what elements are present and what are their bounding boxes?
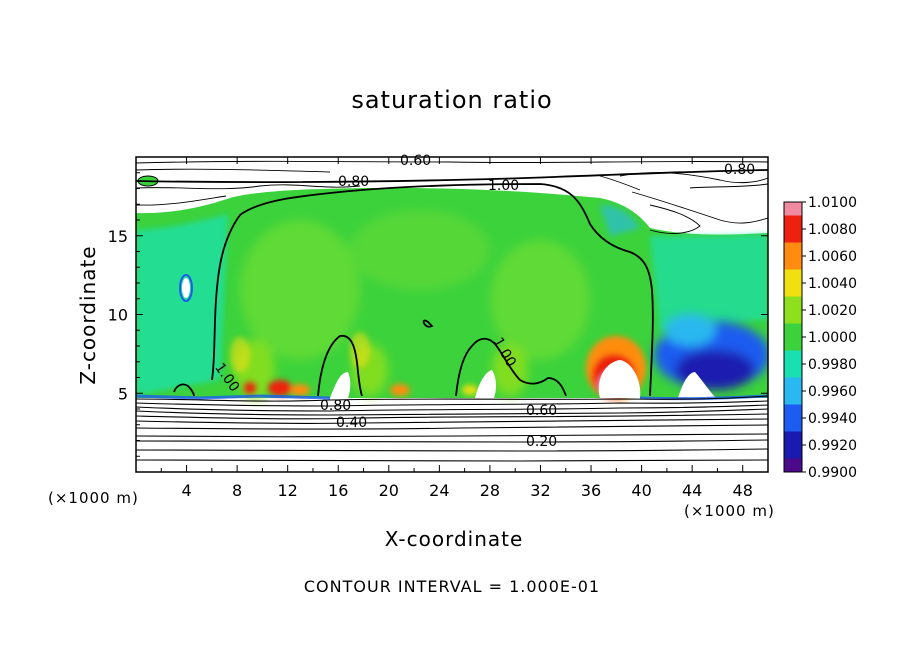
- contour-label: 0.80: [338, 174, 369, 190]
- colorbar-label: 1.0020: [808, 303, 857, 319]
- x-axis-label: X-coordinate: [384, 527, 524, 551]
- x-tick-label: 36: [581, 481, 601, 500]
- x-tick-label: 40: [631, 481, 651, 500]
- y-unit-label: (×1000 m): [48, 489, 139, 507]
- colorbar-label: 0.9920: [808, 438, 857, 454]
- colorbar-band: [784, 458, 802, 472]
- contour-label: 0.60: [526, 403, 557, 419]
- contour-label: 0.80: [724, 162, 755, 178]
- colorbar-band: [784, 215, 802, 229]
- colorbar-label: 1.0080: [808, 222, 857, 238]
- colorbar-band: [784, 364, 802, 378]
- contour-label: 0.40: [336, 415, 367, 431]
- colorbar-band: [784, 269, 802, 283]
- colorbar-label: 0.9940: [808, 411, 857, 427]
- colorbar-label: 1.0040: [808, 276, 857, 292]
- x-tick-label: 24: [429, 481, 449, 500]
- y-tick-label: 15: [108, 227, 128, 246]
- x-tick-label: 44: [682, 481, 702, 500]
- colorbar-band: [784, 202, 802, 216]
- contour-label: 0.20: [526, 434, 557, 450]
- colorbar-band: [784, 256, 802, 270]
- y-axis-label: Z-coordinate: [76, 245, 100, 385]
- x-tick-label: 32: [530, 481, 550, 500]
- colorbar-band: [784, 391, 802, 405]
- colorbar-label: 0.9980: [808, 357, 857, 373]
- colorbar-band: [784, 350, 802, 364]
- x-tick-label: 12: [278, 481, 298, 500]
- colorbar-band: [784, 445, 802, 459]
- colorbar-label: 1.0060: [808, 249, 857, 265]
- contour-label: 0.60: [400, 153, 431, 169]
- x-tick-label: 16: [328, 481, 348, 500]
- colorbar-band: [784, 229, 802, 243]
- contour-label: 1.00: [488, 178, 519, 194]
- colorbar-band: [784, 310, 802, 324]
- contour-labels: 0.60 0.80 1.00 0.80 1.00 1.00 0.80 0.40 …: [211, 153, 755, 450]
- x-unit-label: (×1000 m): [684, 502, 775, 520]
- contour-interval: CONTOUR INTERVAL = 1.000E-01: [303, 577, 601, 596]
- colorbar-band: [784, 418, 802, 432]
- saturation-field: [136, 157, 768, 472]
- colorbar-band: [784, 377, 802, 391]
- contour-label: 0.80: [320, 398, 351, 414]
- x-tick-label: 48: [733, 481, 753, 500]
- x-tick-label: 28: [480, 481, 500, 500]
- x-tick-label: 20: [379, 481, 399, 500]
- colorbar-label: 0.9900: [808, 465, 857, 481]
- x-tick-label: 4: [181, 481, 191, 500]
- chart-title: saturation ratio: [351, 86, 553, 114]
- colorbar-band: [784, 323, 802, 337]
- y-tick-label: 10: [108, 306, 128, 325]
- colorbar-band: [784, 242, 802, 256]
- colorbar-band: [784, 337, 802, 351]
- colorbar-band: [784, 283, 802, 297]
- y-tick-label: 5: [118, 384, 128, 403]
- colorbar-band: [784, 404, 802, 418]
- colorbar-band: [784, 431, 802, 445]
- colorbar-band: [784, 296, 802, 310]
- colorbar-label: 1.0100: [808, 195, 857, 211]
- x-tick-label: 8: [232, 481, 242, 500]
- colorbar-label: 1.0000: [808, 330, 857, 346]
- colorbar: 0.9900 0.9920 0.9940 0.9960 0.9980 1.0000 1.00…: [783, 195, 857, 481]
- colorbar-label: 0.9960: [808, 384, 857, 400]
